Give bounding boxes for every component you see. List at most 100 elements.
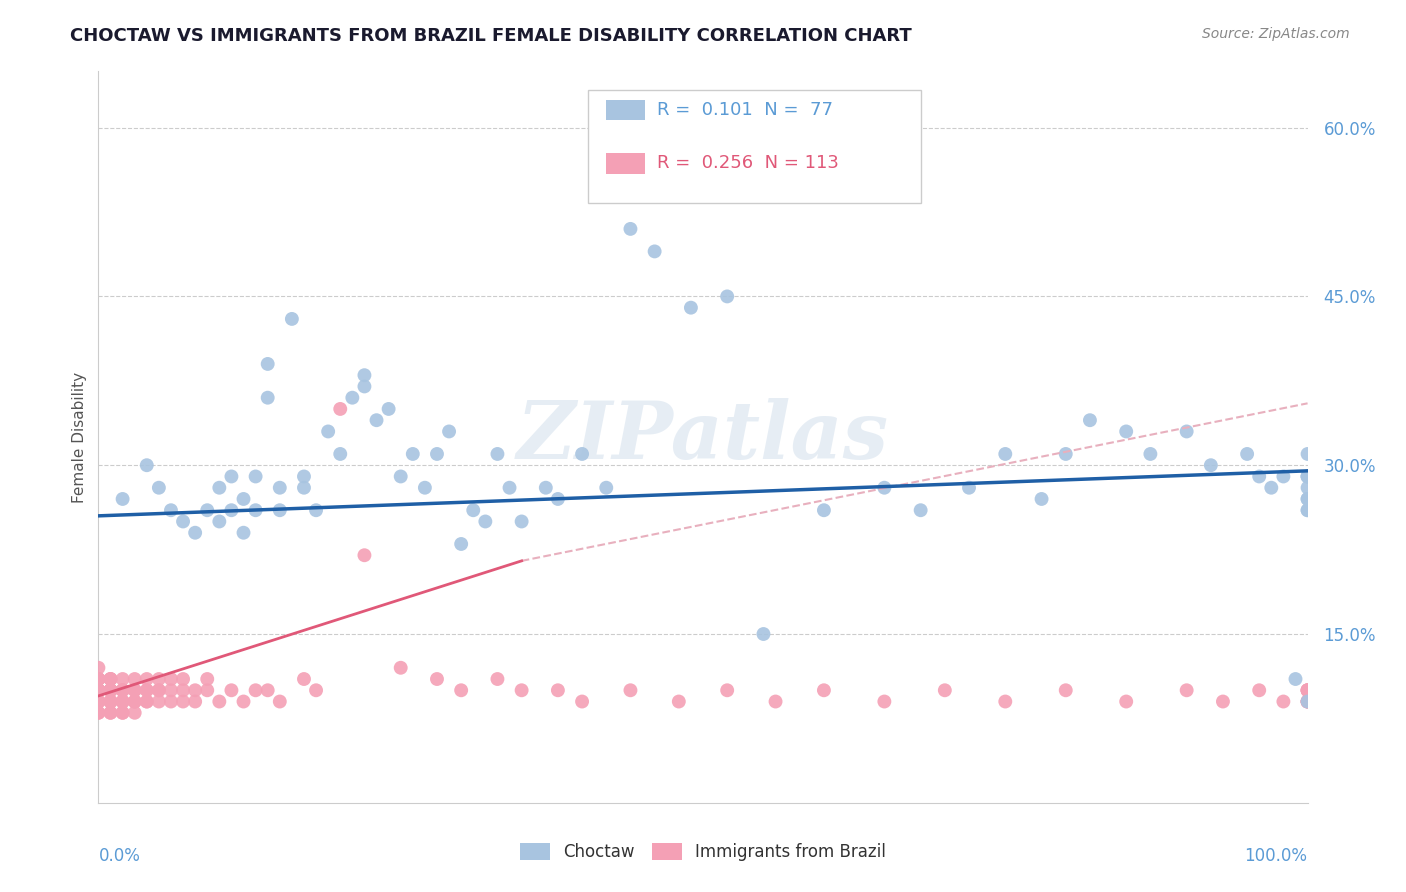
Point	[100, 683, 122, 698]
Point	[100, 672, 122, 686]
Text: R =  0.101  N =  77: R = 0.101 N = 77	[657, 101, 832, 120]
Point	[281, 312, 304, 326]
Point	[111, 683, 134, 698]
Point	[148, 683, 170, 698]
Point	[389, 469, 412, 483]
Point	[87, 683, 110, 698]
Point	[873, 481, 896, 495]
Point	[111, 683, 134, 698]
Point	[87, 706, 110, 720]
Point	[957, 481, 980, 495]
Point	[87, 661, 110, 675]
Point	[1296, 694, 1319, 708]
Point	[87, 672, 110, 686]
Point	[486, 447, 509, 461]
Point	[232, 491, 254, 506]
Point	[1296, 469, 1319, 483]
Point	[100, 706, 122, 720]
Point	[87, 694, 110, 708]
Point	[1296, 447, 1319, 461]
Point	[644, 244, 666, 259]
Point	[1284, 672, 1306, 686]
Point	[305, 503, 328, 517]
Point	[366, 413, 388, 427]
Point	[1236, 447, 1258, 461]
Point	[668, 694, 690, 708]
Y-axis label: Female Disability: Female Disability	[72, 371, 87, 503]
Point	[1296, 694, 1319, 708]
Point	[402, 447, 425, 461]
Point	[413, 481, 436, 495]
Point	[873, 694, 896, 708]
Point	[100, 694, 122, 708]
Point	[160, 683, 183, 698]
Point	[100, 672, 122, 686]
Point	[100, 694, 122, 708]
Point	[1115, 694, 1137, 708]
Text: CHOCTAW VS IMMIGRANTS FROM BRAZIL FEMALE DISABILITY CORRELATION CHART: CHOCTAW VS IMMIGRANTS FROM BRAZIL FEMALE…	[70, 27, 912, 45]
Point	[269, 503, 291, 517]
Point	[111, 706, 134, 720]
Point	[679, 301, 702, 315]
Point	[172, 672, 194, 686]
Point	[450, 683, 472, 698]
Point	[87, 683, 110, 698]
Point	[1296, 683, 1319, 698]
Point	[124, 706, 146, 720]
Point	[87, 683, 110, 698]
Point	[100, 694, 122, 708]
Point	[389, 661, 412, 675]
Point	[463, 503, 485, 517]
Legend: Choctaw, Immigrants from Brazil: Choctaw, Immigrants from Brazil	[513, 836, 893, 868]
Point	[100, 672, 122, 686]
Point	[100, 683, 122, 698]
Point	[426, 447, 449, 461]
Point	[1296, 491, 1319, 506]
Point	[1272, 694, 1295, 708]
Point	[1296, 683, 1319, 698]
Point	[534, 481, 557, 495]
Point	[752, 627, 775, 641]
Point	[111, 694, 134, 708]
Point	[1054, 683, 1077, 698]
Text: ZIPatlas: ZIPatlas	[517, 399, 889, 475]
Point	[124, 694, 146, 708]
FancyBboxPatch shape	[588, 90, 921, 203]
Point	[1296, 469, 1319, 483]
Point	[221, 469, 243, 483]
Point	[474, 515, 496, 529]
Point	[195, 683, 218, 698]
Point	[813, 683, 835, 698]
Point	[329, 401, 352, 416]
Point	[172, 683, 194, 698]
Point	[87, 683, 110, 698]
Point	[1078, 413, 1101, 427]
Point	[100, 706, 122, 720]
Point	[184, 525, 207, 540]
Text: Source: ZipAtlas.com: Source: ZipAtlas.com	[1202, 27, 1350, 41]
Text: 100.0%: 100.0%	[1244, 847, 1308, 864]
Point	[1249, 683, 1271, 698]
Point	[1175, 683, 1198, 698]
Point	[111, 491, 134, 506]
Point	[994, 694, 1017, 708]
Point	[1296, 469, 1319, 483]
Point	[160, 672, 183, 686]
FancyBboxPatch shape	[606, 100, 645, 120]
Point	[353, 379, 375, 393]
Point	[221, 683, 243, 698]
Point	[195, 672, 218, 686]
Point	[160, 694, 183, 708]
Point	[172, 694, 194, 708]
Point	[1054, 447, 1077, 461]
Point	[353, 548, 375, 562]
Point	[269, 481, 291, 495]
Point	[498, 481, 520, 495]
Point	[910, 503, 932, 517]
Text: R =  0.256  N = 113: R = 0.256 N = 113	[657, 153, 839, 172]
Point	[256, 683, 278, 698]
Point	[195, 503, 218, 517]
Point	[208, 481, 231, 495]
Point	[316, 425, 339, 439]
Point	[1175, 425, 1198, 439]
